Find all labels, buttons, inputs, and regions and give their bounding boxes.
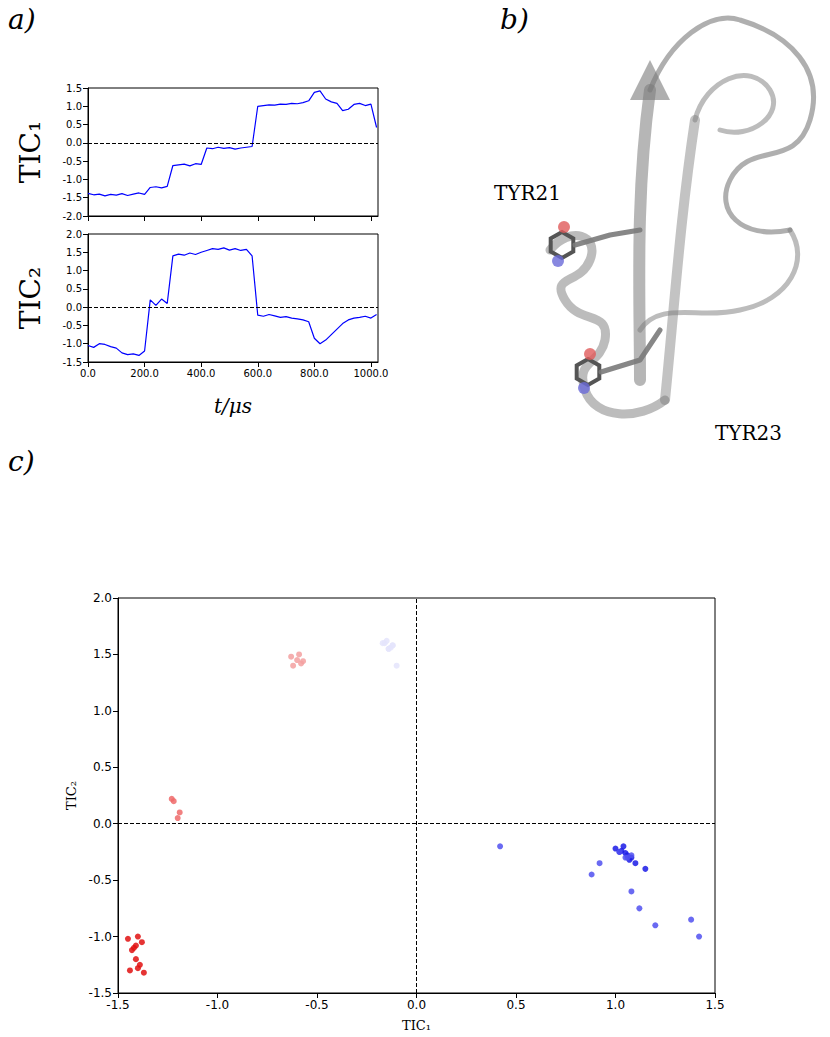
svg-text:t/μs: t/μs [214,394,252,418]
svg-text:1.5: 1.5 [93,647,112,661]
svg-text:TYR23: TYR23 [715,421,782,445]
svg-text:1.0: 1.0 [93,704,112,718]
svg-text:0.0: 0.0 [66,302,82,313]
svg-text:TYR21: TYR21 [494,181,561,205]
svg-text:-2.0: -2.0 [62,211,82,222]
svg-text:-1.5: -1.5 [106,998,129,1012]
svg-text:0.0: 0.0 [93,817,112,831]
svg-text:2.0: 2.0 [66,229,82,240]
html-text:c): c) [8,445,35,478]
svg-text:-1.0: -1.0 [62,174,82,185]
svg-text:0.5: 0.5 [66,119,82,130]
svg-text:800.0: 800.0 [300,368,329,379]
svg-text:-1.5: -1.5 [62,357,82,368]
svg-text:-0.5: -0.5 [62,156,82,167]
svg-text:1.5: 1.5 [66,83,82,94]
svg-text:1.0: 1.0 [66,265,82,276]
svg-text:1.5: 1.5 [705,998,724,1012]
svg-text:1000.0: 1000.0 [353,368,388,379]
html-text:a): a) [8,3,36,36]
html-text:b): b) [500,3,529,36]
svg-text:TIC₂: TIC₂ [64,781,79,810]
svg-text:0.5: 0.5 [66,283,82,294]
svg-text:TIC₁: TIC₁ [14,121,47,183]
svg-text:-1.0: -1.0 [62,338,82,349]
svg-text:TIC₁: TIC₁ [402,1018,431,1033]
svg-text:600.0: 600.0 [243,368,272,379]
svg-text:-0.5: -0.5 [305,998,328,1012]
svg-text:1.0: 1.0 [606,998,625,1012]
svg-text:-1.5: -1.5 [62,192,82,203]
svg-text:0.0: 0.0 [407,998,426,1012]
svg-text:2.0: 2.0 [93,591,112,605]
svg-text:0.0: 0.0 [66,137,82,148]
svg-text:0.0: 0.0 [80,368,96,379]
svg-text:-1.0: -1.0 [89,930,112,944]
svg-text:-0.5: -0.5 [89,873,112,887]
svg-text:200.0: 200.0 [130,368,159,379]
svg-text:400.0: 400.0 [187,368,216,379]
svg-text:-1.5: -1.5 [88,986,112,1000]
svg-text:0.5: 0.5 [506,998,525,1012]
svg-text:-0.5: -0.5 [62,320,82,331]
svg-text:TIC₂: TIC₂ [14,267,47,329]
svg-text:-1.0: -1.0 [206,998,229,1012]
svg-text:1.0: 1.0 [66,101,82,112]
svg-text:0.5: 0.5 [93,760,112,774]
svg-text:1.5: 1.5 [66,247,82,258]
